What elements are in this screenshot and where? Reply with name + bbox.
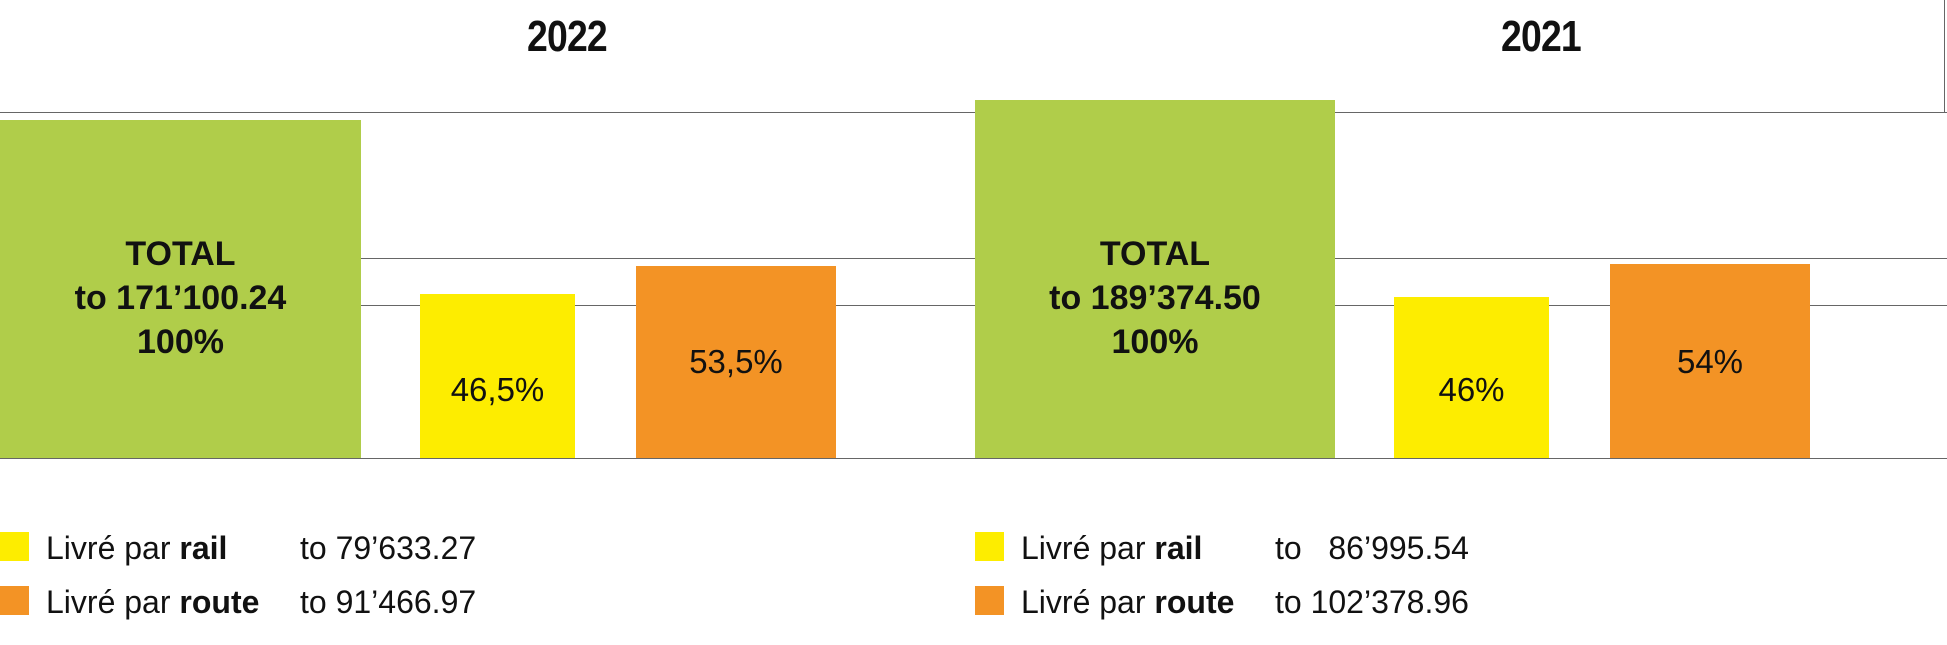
data-label-line: 54% [1676, 343, 1744, 380]
data-label-line: TOTAL [125, 235, 236, 273]
bar-2021-route [1610, 264, 1810, 458]
legend-label: Livré par rail [46, 530, 227, 567]
bar-2021-total [975, 100, 1335, 458]
legend-item-2022-route: Livré par route to 91’466.97 [0, 584, 600, 621]
data-label-line: to 189’374.50 [1049, 279, 1261, 317]
legend-label: Livré par route [46, 584, 259, 621]
gridline [0, 112, 1947, 113]
chart-title-2022: 2022 [527, 12, 608, 61]
legend-value: to 79’633.27 [300, 530, 477, 566]
legend-value: to 102’378.96 [1275, 584, 1469, 620]
legend-label-prefix: Livré par [46, 530, 180, 566]
legend-label-prefix: Livré par [46, 584, 180, 620]
legend-value: to 86’995.54 [1275, 530, 1469, 566]
bar-2021-rail [1394, 297, 1549, 458]
data-label-line: 100% [1111, 323, 1199, 361]
legend-swatch-route [0, 586, 29, 615]
legend-value: to 91’466.97 [300, 584, 477, 620]
data-label-2021-route: 54% [1610, 340, 1810, 384]
legend-label-bold: rail [179, 530, 228, 566]
bar-2022-route [636, 266, 836, 458]
data-label-2021-rail: 46% [1394, 368, 1549, 412]
legend-item-2021-rail: Livré par rail to 86’995.54 [975, 530, 1575, 567]
data-label-2022-rail: 46,5% [420, 368, 575, 412]
data-label-2021-total: TOTAL to 189’374.50 100% [975, 232, 1335, 364]
bar-2022-rail [420, 294, 575, 458]
legend-label-bold: rail [1154, 530, 1203, 566]
data-label-line: 100% [137, 323, 224, 361]
legend-label-prefix: Livré par [1021, 584, 1155, 620]
legend-swatch-rail [0, 532, 29, 561]
data-label-2022-route: 53,5% [636, 340, 836, 384]
legend-label: Livré par route [1021, 584, 1234, 621]
bar-2022-total [0, 120, 361, 458]
legend-label-prefix: Livré par [1021, 530, 1155, 566]
data-label-line: 46% [1438, 371, 1505, 408]
data-label-line: 46,5% [450, 371, 545, 408]
legend-label-bold: route [1154, 584, 1235, 620]
legend-item-2021-route: Livré par route to 102’378.96 [975, 584, 1575, 621]
legend-label-bold: route [179, 584, 260, 620]
data-label-line: TOTAL [1099, 235, 1211, 273]
data-label-line: to 171’100.24 [74, 279, 287, 317]
gridline [0, 305, 1947, 306]
right-border [1944, 0, 1945, 113]
chart-title-2021: 2021 [1501, 12, 1582, 61]
data-label-line: 53,5% [689, 343, 783, 380]
legend-item-2022-rail: Livré par rail to 79’633.27 [0, 530, 600, 567]
gridline [0, 258, 1947, 259]
gridline [0, 458, 1947, 459]
data-label-2022-total: TOTAL to 171’100.24 100% [0, 232, 361, 364]
legend-swatch-rail [975, 532, 1004, 561]
legend-swatch-route [975, 586, 1004, 615]
legend-label: Livré par rail [1021, 530, 1202, 567]
